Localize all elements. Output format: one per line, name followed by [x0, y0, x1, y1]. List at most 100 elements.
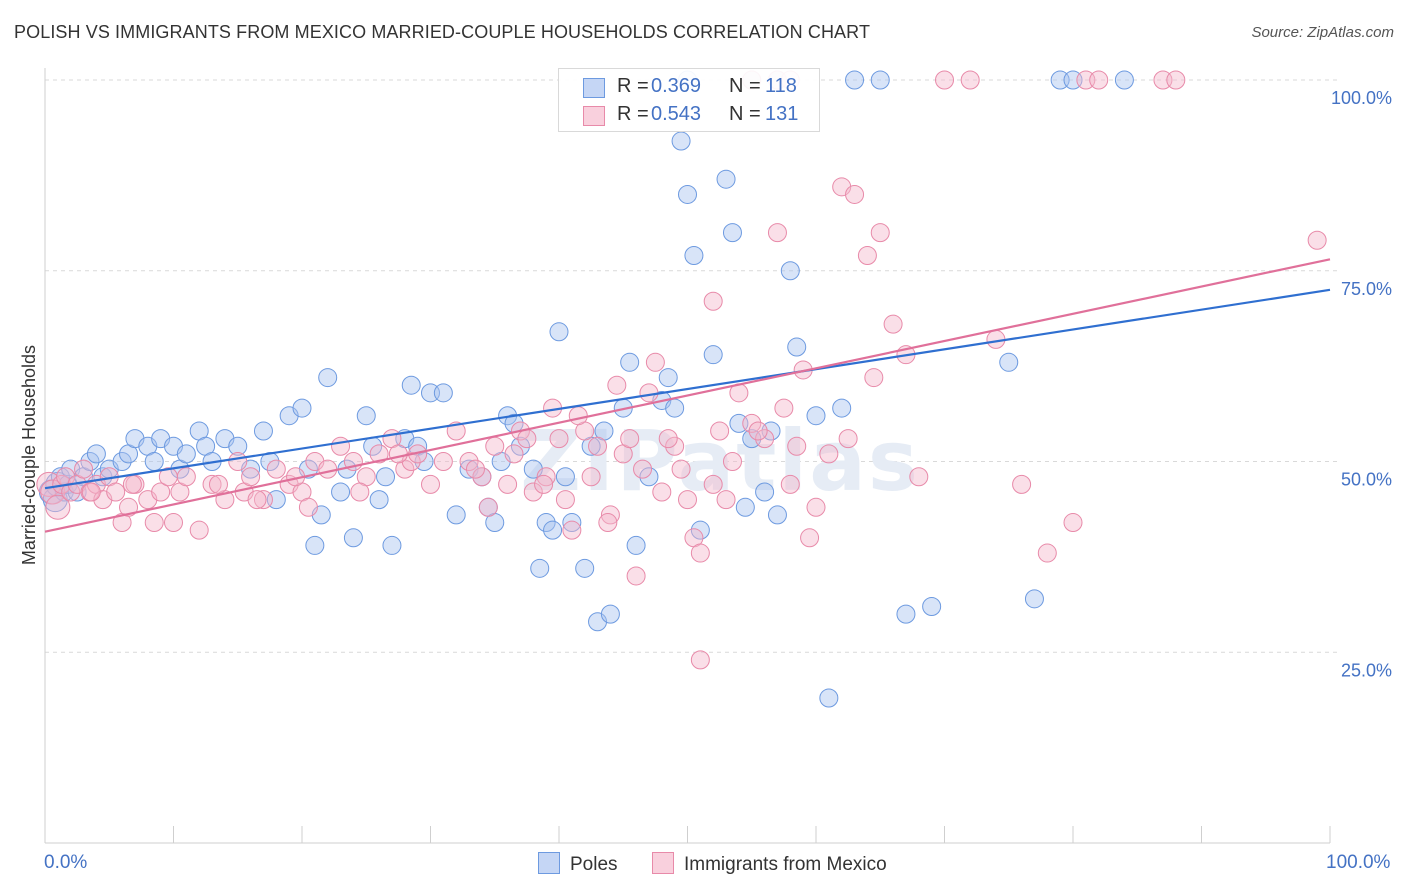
legend-swatch-poles: [583, 78, 605, 98]
data-point-mexico: [164, 513, 183, 533]
data-point-poles: [600, 604, 620, 624]
data-point-mexico: [722, 452, 742, 471]
data-point-poles: [755, 482, 775, 502]
data-point-mexico: [658, 429, 678, 449]
data-point-poles: [382, 535, 402, 555]
data-point-poles: [845, 70, 865, 90]
data-point-mexico: [266, 459, 286, 479]
y-tick-label: 50.0%: [1341, 470, 1392, 490]
data-point-mexico: [478, 497, 498, 517]
grid-layer: [45, 79, 1340, 653]
legend: R = 0.369 N = 118 R = 0.543 N = 131: [558, 68, 820, 132]
data-point-poles: [86, 444, 106, 464]
data-point-mexico: [690, 543, 710, 563]
data-point-mexico: [433, 452, 453, 471]
data-point-mexico: [626, 566, 646, 586]
trend-line-mexico: [44, 258, 1331, 533]
data-point-mexico: [176, 467, 196, 487]
data-point-poles: [305, 535, 325, 555]
data-point-mexico: [523, 482, 543, 502]
data-point-poles: [684, 245, 704, 265]
data-point-mexico: [1037, 543, 1057, 563]
data-point-mexico: [158, 467, 178, 487]
data-point-mexico: [703, 474, 723, 494]
data-point-mexico: [459, 452, 479, 471]
data-point-poles: [999, 352, 1019, 372]
data-point-mexico: [350, 482, 370, 502]
legend-n-label: N =: [729, 103, 761, 125]
chart-source: Source: ZipAtlas.com: [1251, 24, 1394, 41]
data-point-mexico: [568, 406, 588, 426]
data-point-mexico: [806, 497, 826, 517]
legend-r-label: R =: [617, 75, 649, 97]
data-point-poles: [228, 436, 248, 456]
y-tick-label: 100.0%: [1331, 88, 1392, 108]
data-point-mexico: [1166, 70, 1186, 90]
legend-r-value: 0.543: [651, 103, 702, 125]
data-point-mexico: [318, 459, 338, 479]
data-point-poles: [767, 505, 787, 525]
data-point-mexico: [534, 474, 554, 494]
data-point-poles: [253, 421, 273, 441]
data-point-mexico: [122, 474, 142, 494]
bottom-legend-swatch-poles: [538, 852, 560, 874]
data-point-mexico: [485, 436, 505, 456]
data-point-mexico: [748, 421, 768, 441]
data-point-mexico: [755, 429, 775, 449]
data-point-poles: [562, 513, 582, 533]
data-point-mexico: [549, 429, 569, 449]
data-point-mexico: [388, 444, 408, 464]
data-point-poles: [780, 261, 800, 281]
data-point-mexico: [703, 291, 723, 311]
data-point-mexico: [742, 413, 762, 433]
data-point-mexico: [81, 482, 101, 502]
bottom-legend-poles: Poles: [538, 852, 618, 876]
data-point-mexico: [1012, 474, 1032, 494]
data-point-poles: [665, 398, 685, 418]
data-point-mexico: [421, 474, 440, 494]
data-point-mexico: [652, 482, 672, 502]
data-point-poles: [626, 535, 646, 555]
trend-line-poles: [44, 288, 1331, 490]
data-point-mexico: [671, 459, 691, 479]
data-point-mexico: [247, 490, 267, 510]
legend-r-value: 0.369: [651, 75, 702, 97]
data-point-mexico: [74, 459, 94, 479]
data-point-mexico: [767, 223, 787, 243]
data-point-mexico: [504, 444, 524, 464]
data-point-mexico: [465, 459, 485, 479]
data-point-mexico: [787, 436, 807, 456]
data-point-mexico: [555, 490, 575, 510]
legend-n-value: 131: [765, 103, 799, 125]
data-point-poles: [620, 352, 640, 372]
x-axis-max-label: 100.0%: [1326, 852, 1391, 873]
points-layer: [36, 70, 1327, 708]
data-point-poles: [343, 528, 363, 548]
y-tick-label: 75.0%: [1341, 279, 1392, 299]
y-tick-label: 25.0%: [1341, 660, 1392, 680]
data-point-mexico: [600, 505, 620, 525]
data-point-mexico: [633, 459, 653, 479]
data-point-poles: [292, 398, 312, 418]
data-point-mexico: [144, 513, 164, 533]
data-point-mexico: [241, 467, 261, 487]
chart-title: POLISH VS IMMIGRANTS FROM MEXICO MARRIED…: [14, 22, 871, 42]
data-point-poles: [678, 184, 697, 204]
data-point-poles: [549, 322, 569, 342]
data-point-mexico: [607, 375, 627, 395]
data-point-poles: [144, 452, 164, 471]
data-point-poles: [543, 520, 563, 540]
data-point-mexico: [838, 429, 858, 449]
data-point-poles: [80, 452, 100, 471]
data-point-poles: [510, 436, 530, 456]
data-point-mexico: [857, 245, 877, 265]
data-point-mexico: [119, 497, 139, 517]
data-point-poles: [318, 368, 338, 388]
legend-n-label: N =: [729, 75, 761, 97]
data-point-mexico: [151, 482, 171, 502]
data-point-poles: [1114, 70, 1134, 90]
data-point-mexico: [639, 383, 659, 403]
data-point-mexico: [498, 474, 518, 494]
data-point-poles: [433, 383, 453, 403]
